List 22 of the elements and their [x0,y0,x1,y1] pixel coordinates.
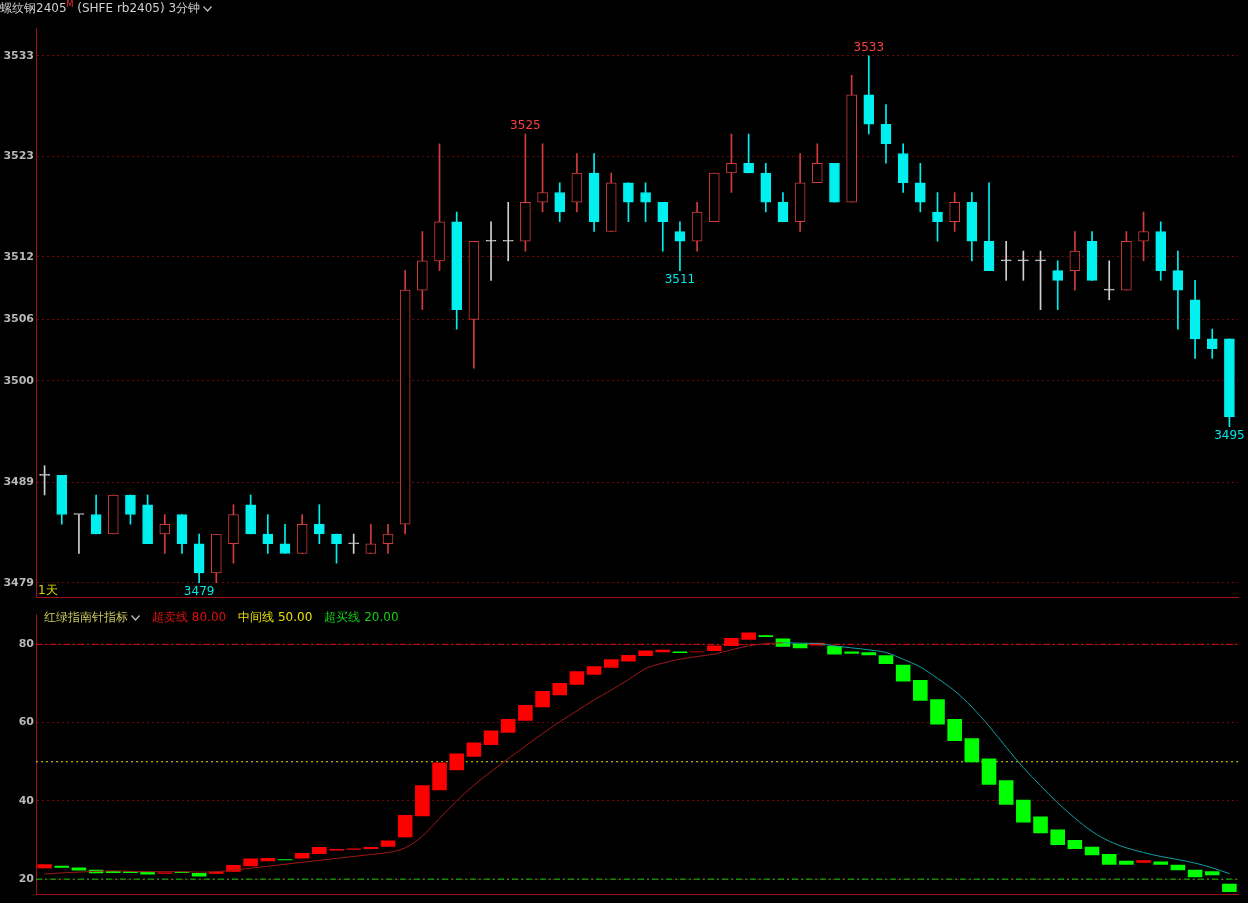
ref-line-label: 超买线 20.00 [324,610,399,624]
y-tick-label: 3506 [3,312,35,326]
y-tick-label: 40 [18,793,35,807]
y-tick-label: 3512 [3,249,34,263]
chart-title: 红绿指南针指标 [44,610,128,624]
y-tick-label: 20 [18,872,35,885]
annotation: 3525 [510,118,541,133]
annotation: 1天 [38,582,58,597]
annotation: 3495 [1214,427,1245,442]
y-tick-label: 3500 [3,373,35,387]
y-tick-label: 80 [18,637,35,651]
y-tick-label: 60 [18,715,35,729]
y-tick-label: 3523 [3,149,34,163]
y-tick-label: 3479 [3,575,34,589]
annotation: 3533 [853,40,885,55]
y-tick-label: 3533 [3,48,34,62]
annotation: 3511 [664,271,696,286]
chart-title: 螺纹钢2405$^{M}$ (SHFE rb2405) 3分钟 [0,0,201,15]
y-tick-label: 3489 [3,475,34,489]
ref-line-label: 超卖线 80.00 [152,610,227,624]
ref-line-label: 中间线 50.00 [238,610,313,624]
annotation: 3479 [183,583,215,598]
